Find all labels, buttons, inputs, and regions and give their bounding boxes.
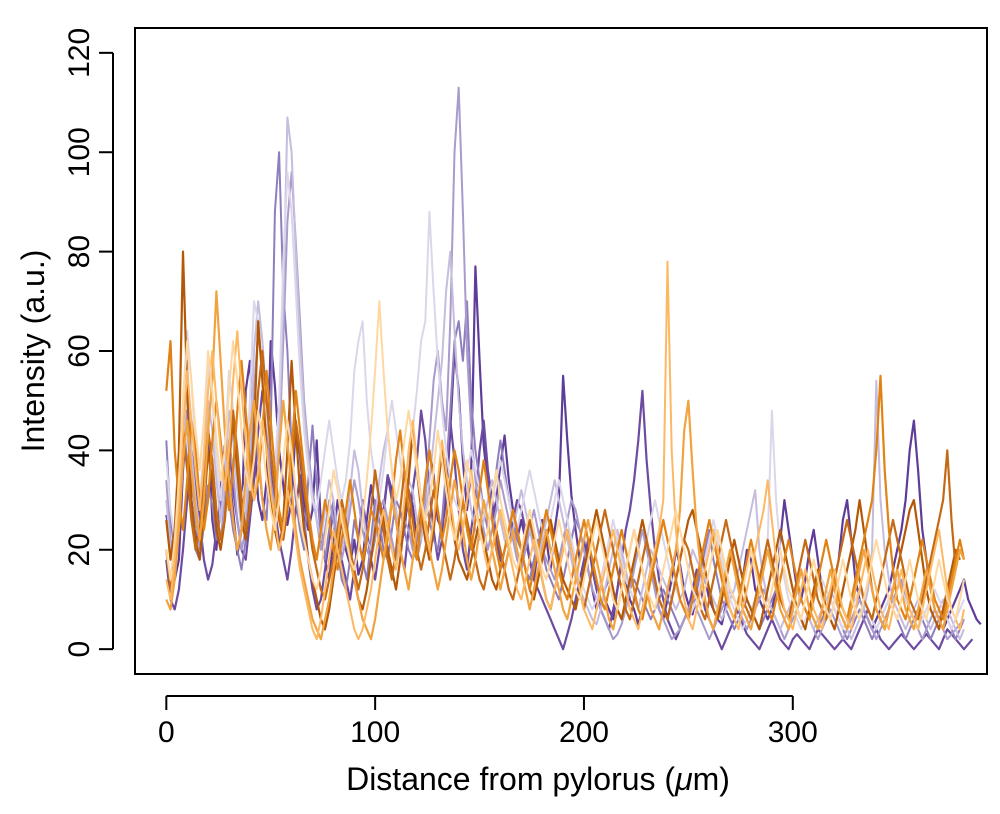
series-layer [165, 86, 982, 651]
y-tick-label: 40 [63, 434, 96, 467]
y-tick-label: 0 [63, 641, 96, 658]
y-tick-label: 20 [63, 533, 96, 566]
plot-frame [134, 27, 988, 675]
x-tick-label: 100 [350, 716, 400, 749]
x-tick-label: 300 [768, 716, 818, 749]
series-line-11 [165, 260, 965, 641]
series-line-12 [165, 300, 965, 621]
y-tick-label: 120 [63, 28, 96, 78]
series-line-10 [165, 290, 966, 641]
x-tick-label: 0 [158, 716, 175, 749]
x-axis-title: Distance from pylorus (μm) [346, 761, 730, 797]
y-tick-label: 60 [63, 334, 96, 367]
y-axis-title: Intensity (a.u.) [15, 250, 51, 453]
y-tick-label: 80 [63, 235, 96, 268]
x-tick-label: 200 [559, 716, 609, 749]
y-axis: 0 20 40 60 80 100 120 [63, 28, 114, 658]
series-line-2 [165, 389, 974, 651]
y-tick-label: 100 [63, 127, 96, 177]
x-axis: 0 100 200 300 [158, 695, 818, 749]
series-line-9 [165, 340, 966, 621]
